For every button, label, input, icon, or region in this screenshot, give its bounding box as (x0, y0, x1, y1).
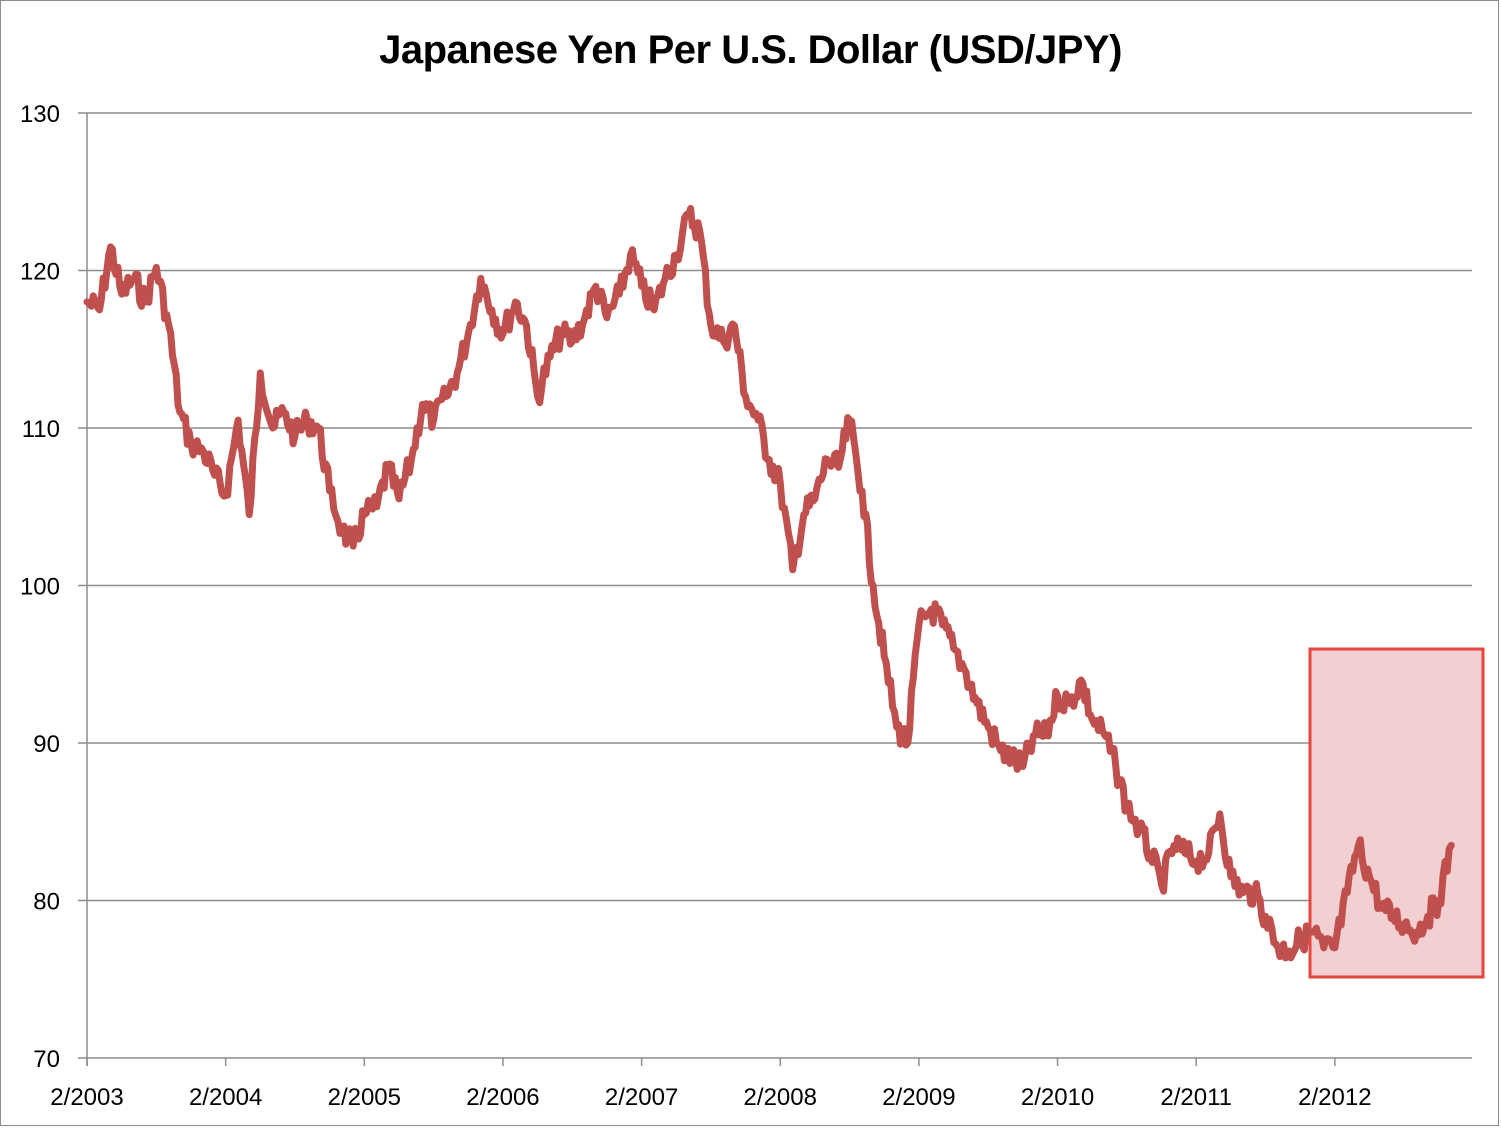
y-tick-label: 110 (22, 416, 60, 443)
x-tick-label: 2/2008 (744, 1084, 817, 1111)
x-tick-label: 2/2012 (1298, 1084, 1371, 1111)
y-tick-label: 90 (33, 731, 60, 758)
x-axis: 2/2003 2/2004 2/2005 2/2006 2/2007 2/2008 2/20… (50, 1058, 1372, 1111)
x-tick-label: 2/2009 (882, 1084, 955, 1111)
y-tick-label: 130 (20, 101, 60, 128)
x-tick-label: 2/2005 (328, 1084, 401, 1111)
y-axis: 70 80 90 100 110 120 130 (20, 101, 88, 1073)
x-tick-label: 2/2011 (1160, 1084, 1232, 1111)
x-tick-label: 2/2010 (1021, 1084, 1094, 1111)
data-series-line (83, 205, 1455, 962)
y-tick-label: 80 (33, 889, 60, 916)
x-tick-label: 2/2006 (466, 1084, 539, 1111)
y-tick-label: 120 (20, 259, 60, 286)
x-tick-label: 2/2007 (605, 1084, 678, 1111)
chart-title: Japanese Yen Per U.S. Dollar (USD/JPY) (379, 28, 1122, 72)
x-tick-label: 2/2003 (50, 1084, 123, 1111)
y-tick-label: 100 (20, 574, 60, 601)
x-tick-label: 2/2004 (189, 1084, 262, 1111)
y-tick-label: 70 (33, 1046, 60, 1073)
